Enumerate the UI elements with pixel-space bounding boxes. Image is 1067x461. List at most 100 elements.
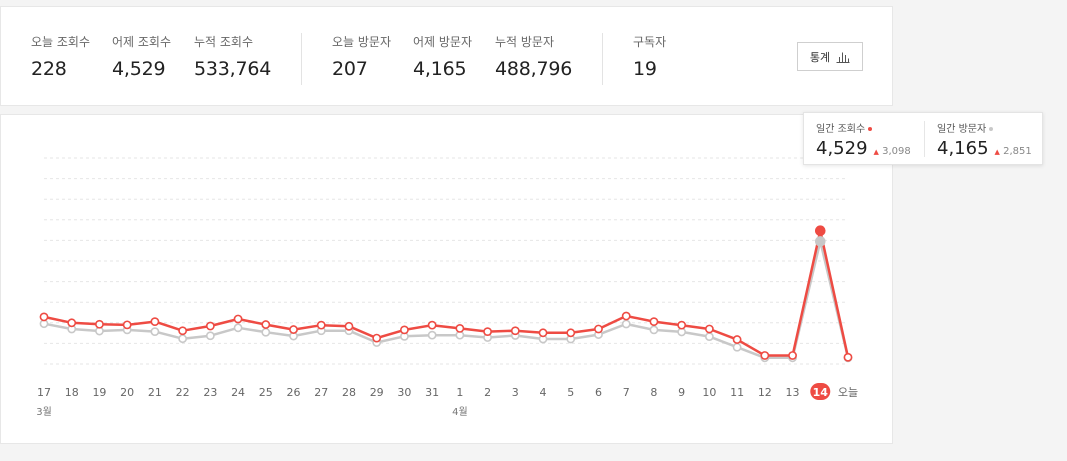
x-tick-label[interactable]: 27 (314, 386, 328, 399)
data-point[interactable] (400, 325, 409, 335)
x-tick-label[interactable]: 11 (730, 386, 744, 399)
data-point[interactable] (95, 319, 104, 329)
data-point[interactable] (510, 326, 520, 336)
chart-tooltip: 일간 조회수 4,529 ▲ 3,098 일간 방문자 4,165 ▲ 2,85… (803, 112, 1043, 165)
daily-line-chart: 17 18 19 20 21 22 23 24 25 26 27 28 29 30 31 1 2 3 4 5 6 7 8 9 1… (36, 157, 858, 418)
stat-label: 누적 조회수 (194, 35, 254, 49)
stat-label: 오늘 방문자 (332, 35, 392, 49)
data-point[interactable] (427, 330, 437, 340)
data-point[interactable] (261, 320, 271, 329)
x-tick-label[interactable]: 4 (540, 386, 547, 399)
tooltip-views-label: 일간 조회수 (816, 124, 866, 135)
data-point[interactable] (704, 332, 714, 342)
tooltip-views: 일간 조회수 4,529 ▲ 3,098 (816, 120, 911, 159)
x-tick-label[interactable]: 17 (37, 386, 51, 399)
data-point[interactable] (233, 314, 243, 324)
stat-label: 오늘 조회수 (31, 35, 91, 49)
x-tick-label[interactable]: 8 (650, 386, 657, 399)
x-tick-label[interactable]: 23 (203, 386, 217, 399)
x-tick-label[interactable]: 2 (484, 386, 491, 399)
x-tick-label[interactable]: 13 (786, 386, 800, 399)
stat-value: 4,529 (112, 58, 166, 80)
stats-divider (301, 33, 302, 85)
data-point[interactable] (261, 327, 271, 337)
data-point[interactable] (483, 327, 492, 337)
data-point[interactable] (732, 335, 742, 344)
stat-label: 누적 방문자 (495, 35, 555, 49)
data-point[interactable] (566, 328, 576, 338)
x-tick-label[interactable]: 6 (595, 386, 602, 399)
data-point[interactable] (372, 333, 382, 343)
data-point[interactable] (814, 225, 826, 237)
x-tick-label[interactable]: 29 (370, 386, 384, 399)
data-point[interactable] (316, 320, 326, 330)
x-tick-label[interactable]: 30 (397, 386, 411, 399)
views-dot-icon (868, 127, 873, 131)
x-tick-label[interactable]: 28 (342, 386, 356, 399)
data-point[interactable] (455, 323, 465, 333)
x-tick-label[interactable]: 5 (567, 386, 574, 399)
data-point[interactable] (427, 320, 437, 330)
data-point[interactable] (538, 328, 548, 338)
data-point[interactable] (814, 236, 826, 247)
data-point[interactable] (621, 319, 631, 329)
data-point[interactable] (122, 320, 132, 330)
data-point[interactable] (289, 325, 298, 334)
x-tick-label[interactable]: 19 (92, 386, 106, 399)
data-point[interactable] (67, 318, 77, 328)
data-point[interactable] (39, 312, 49, 322)
stat-value: 207 (332, 58, 368, 80)
stats-summary-panel: 오늘 조회수 228 어제 조회수 4,529 누적 조회수 533,764 오… (0, 6, 893, 106)
visitors-dot-icon (989, 127, 994, 131)
stat-value: 228 (31, 58, 67, 80)
x-tick-label[interactable]: 3 (512, 386, 519, 399)
x-tick-label[interactable]: 31 (425, 386, 439, 399)
month-label: 4월 (452, 406, 468, 418)
month-label: 3월 (36, 406, 52, 418)
x-tick-label[interactable]: 18 (65, 386, 79, 399)
x-tick-label[interactable]: 20 (120, 386, 134, 399)
x-tick-label[interactable]: 25 (259, 386, 273, 399)
statistics-button[interactable]: 통계 (797, 42, 863, 71)
stat-total-visitors: 누적 방문자 488,796 (495, 33, 572, 80)
x-tick-label[interactable]: 24 (231, 386, 245, 399)
data-point[interactable] (205, 321, 215, 331)
x-tick-label[interactable]: 21 (148, 386, 162, 399)
data-point[interactable] (649, 317, 659, 327)
x-tick-label[interactable]: 7 (623, 386, 630, 399)
series-line (43, 229, 850, 358)
x-tick-label[interactable]: 14 (813, 386, 829, 399)
stat-total-views: 누적 조회수 533,764 (194, 33, 271, 80)
x-tick-label[interactable]: 9 (678, 386, 685, 399)
data-point[interactable] (594, 324, 603, 334)
stat-yesterday-views: 어제 조회수 4,529 (112, 33, 171, 80)
increase-triangle-icon: ▲ (873, 148, 879, 156)
data-point[interactable] (760, 351, 770, 360)
x-tick-label[interactable]: 12 (758, 386, 772, 399)
highlighted-day-badge (810, 383, 831, 400)
data-point[interactable] (233, 323, 243, 333)
tooltip-visitors-value: 4,165 (937, 138, 989, 159)
data-point[interactable] (621, 311, 631, 321)
data-point[interactable] (178, 326, 188, 336)
stat-label: 어제 조회수 (112, 35, 172, 49)
data-point[interactable] (344, 321, 354, 331)
tooltip-views-diff: 3,098 (882, 146, 911, 157)
x-tick-label[interactable]: 26 (287, 386, 301, 399)
data-point[interactable] (732, 342, 742, 352)
x-tick-label[interactable]: 22 (176, 386, 190, 399)
data-point[interactable] (677, 320, 687, 330)
data-point[interactable] (178, 334, 188, 344)
data-point[interactable] (788, 351, 797, 360)
stat-label: 어제 방문자 (413, 35, 473, 49)
x-tick-label[interactable]: 오늘 (838, 386, 858, 399)
x-tick-label[interactable]: 1 (456, 386, 463, 399)
data-point[interactable] (205, 331, 215, 341)
x-tick-label[interactable]: 10 (702, 386, 716, 399)
data-point[interactable] (649, 325, 659, 335)
stat-value: 19 (633, 58, 657, 80)
data-point[interactable] (704, 324, 714, 334)
data-point[interactable] (843, 352, 853, 362)
data-point[interactable] (150, 317, 160, 327)
data-point[interactable] (150, 327, 160, 337)
